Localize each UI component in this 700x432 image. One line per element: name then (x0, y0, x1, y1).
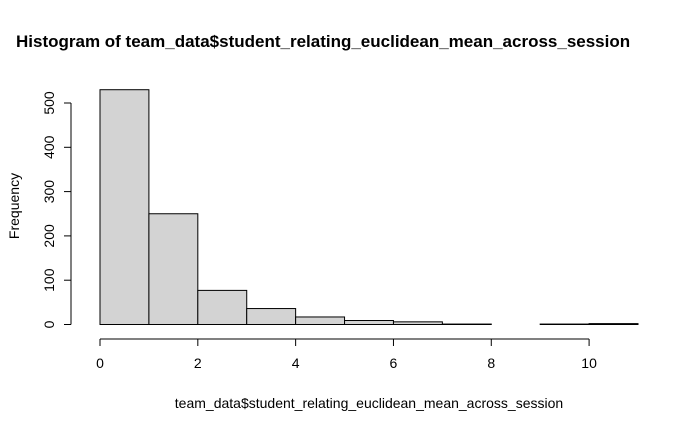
histogram-bar (197, 289, 248, 326)
x-tick-label: 8 (487, 355, 495, 371)
y-tick-label: 0 (41, 320, 57, 328)
y-axis: 0 100 200 300 400 500 (41, 91, 72, 328)
chart-title: Histogram of team_data$student_relating_… (16, 32, 630, 51)
x-tick-label: 6 (390, 355, 398, 371)
x-tick-label: 10 (581, 355, 597, 371)
y-tick-label: 400 (41, 135, 57, 159)
x-axis: 0 2 4 6 8 10 (96, 338, 597, 371)
histogram-bar (148, 213, 199, 325)
y-axis-label: Frequency (6, 173, 22, 239)
histogram-bar (99, 89, 150, 325)
histogram-bar (344, 320, 394, 326)
y-tick-label: 500 (41, 91, 57, 115)
x-tick-label: 2 (194, 355, 202, 371)
histogram-bar (392, 321, 443, 326)
histogram-bar (295, 316, 346, 325)
x-tick-label: 4 (292, 355, 300, 371)
histogram-bar (246, 308, 297, 326)
bars-group (99, 89, 639, 326)
y-tick-label: 300 (41, 180, 57, 204)
y-tick-label: 200 (41, 224, 57, 248)
x-axis-label: team_data$student_relating_euclidean_mea… (175, 395, 563, 411)
y-tick-label: 100 (41, 268, 57, 292)
x-tick-label: 0 (96, 355, 104, 371)
histogram-bar (588, 323, 639, 326)
